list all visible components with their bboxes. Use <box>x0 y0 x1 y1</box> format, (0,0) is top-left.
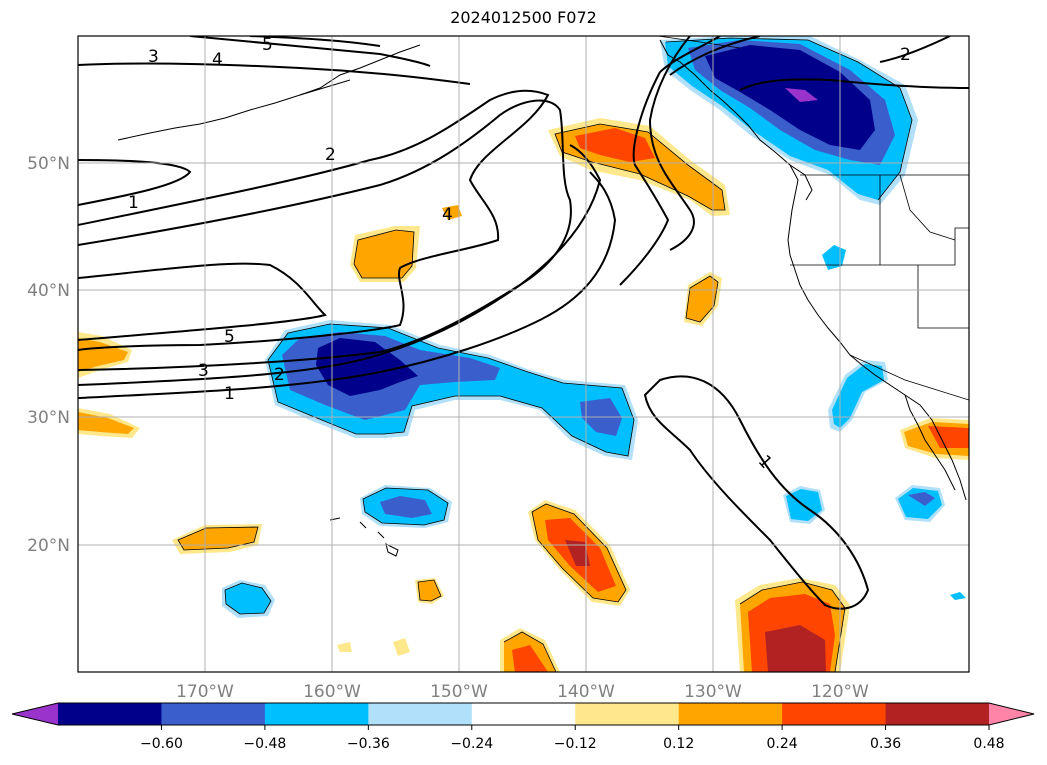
lat-label: 50°N <box>27 154 70 174</box>
colorbar-tick-label: 0.24 <box>767 736 798 752</box>
colorbar-segment <box>161 703 266 725</box>
contour-label: 2 <box>900 45 911 65</box>
map-field: 3 4 5 2 1 4 2 5 3 2 1 1 <box>78 35 969 672</box>
colorbar-segment <box>678 703 783 725</box>
gridlines <box>78 36 969 672</box>
contour-label: 4 <box>212 50 223 70</box>
political-borders <box>657 36 969 401</box>
lat-label: 40°N <box>27 281 70 301</box>
colorbar-segment <box>471 703 576 725</box>
lat-label: 30°N <box>27 408 70 428</box>
colorbar-segment <box>575 703 680 725</box>
contour-label: 5 <box>224 327 235 347</box>
coastlines <box>117 39 967 557</box>
lon-label: 120°W <box>811 682 869 702</box>
colorbar-segment <box>264 703 369 725</box>
contour-label: 4 <box>442 205 453 225</box>
colorbar-extend-high <box>989 703 1034 725</box>
colorbar-segment <box>782 703 887 725</box>
contour-label: 1 <box>754 452 776 473</box>
contour-label: 1 <box>224 384 235 404</box>
colorbar-outline <box>11 702 1035 726</box>
contour-label: 2 <box>325 145 336 165</box>
colorbar-tick-label: −0.36 <box>347 736 390 752</box>
colorbar-segment <box>368 703 473 725</box>
contour-label: 3 <box>148 47 159 67</box>
colorbar-tick-label: −0.24 <box>450 736 493 752</box>
colorbar-segment <box>885 703 990 725</box>
colorbar-tick-label: −0.12 <box>554 736 597 752</box>
lon-label: 170°W <box>176 682 234 702</box>
positive-anomaly-shading <box>78 118 969 672</box>
contour-label: 2 <box>274 365 285 385</box>
colorbar-tick-label: 0.36 <box>870 736 901 752</box>
lon-label: 140°W <box>557 682 615 702</box>
colorbar-extend-low <box>12 703 58 725</box>
colorbar-tick-label: −0.60 <box>140 736 183 752</box>
colorbar-tick-label: −0.48 <box>243 736 286 752</box>
colorbar-segment <box>58 703 162 725</box>
contour-label: 1 <box>128 193 139 213</box>
colorbar-tick-label: 0.12 <box>663 736 694 752</box>
colorbar: −0.60 −0.48 −0.36 −0.24 −0.12 0.12 0.24 0.36 0.4… <box>11 702 1035 752</box>
contour-label: 5 <box>262 35 273 55</box>
map-frame <box>77 35 970 673</box>
contour-lines <box>78 36 969 610</box>
lat-label: 20°N <box>27 536 70 556</box>
lon-label: 150°W <box>430 682 488 702</box>
contour-label: 3 <box>198 361 209 381</box>
map-title: 2024012500 F072 <box>450 8 597 27</box>
lon-label: 130°W <box>684 682 742 702</box>
colorbar-tick-label: 0.48 <box>973 736 1004 752</box>
lon-label: 160°W <box>303 682 361 702</box>
